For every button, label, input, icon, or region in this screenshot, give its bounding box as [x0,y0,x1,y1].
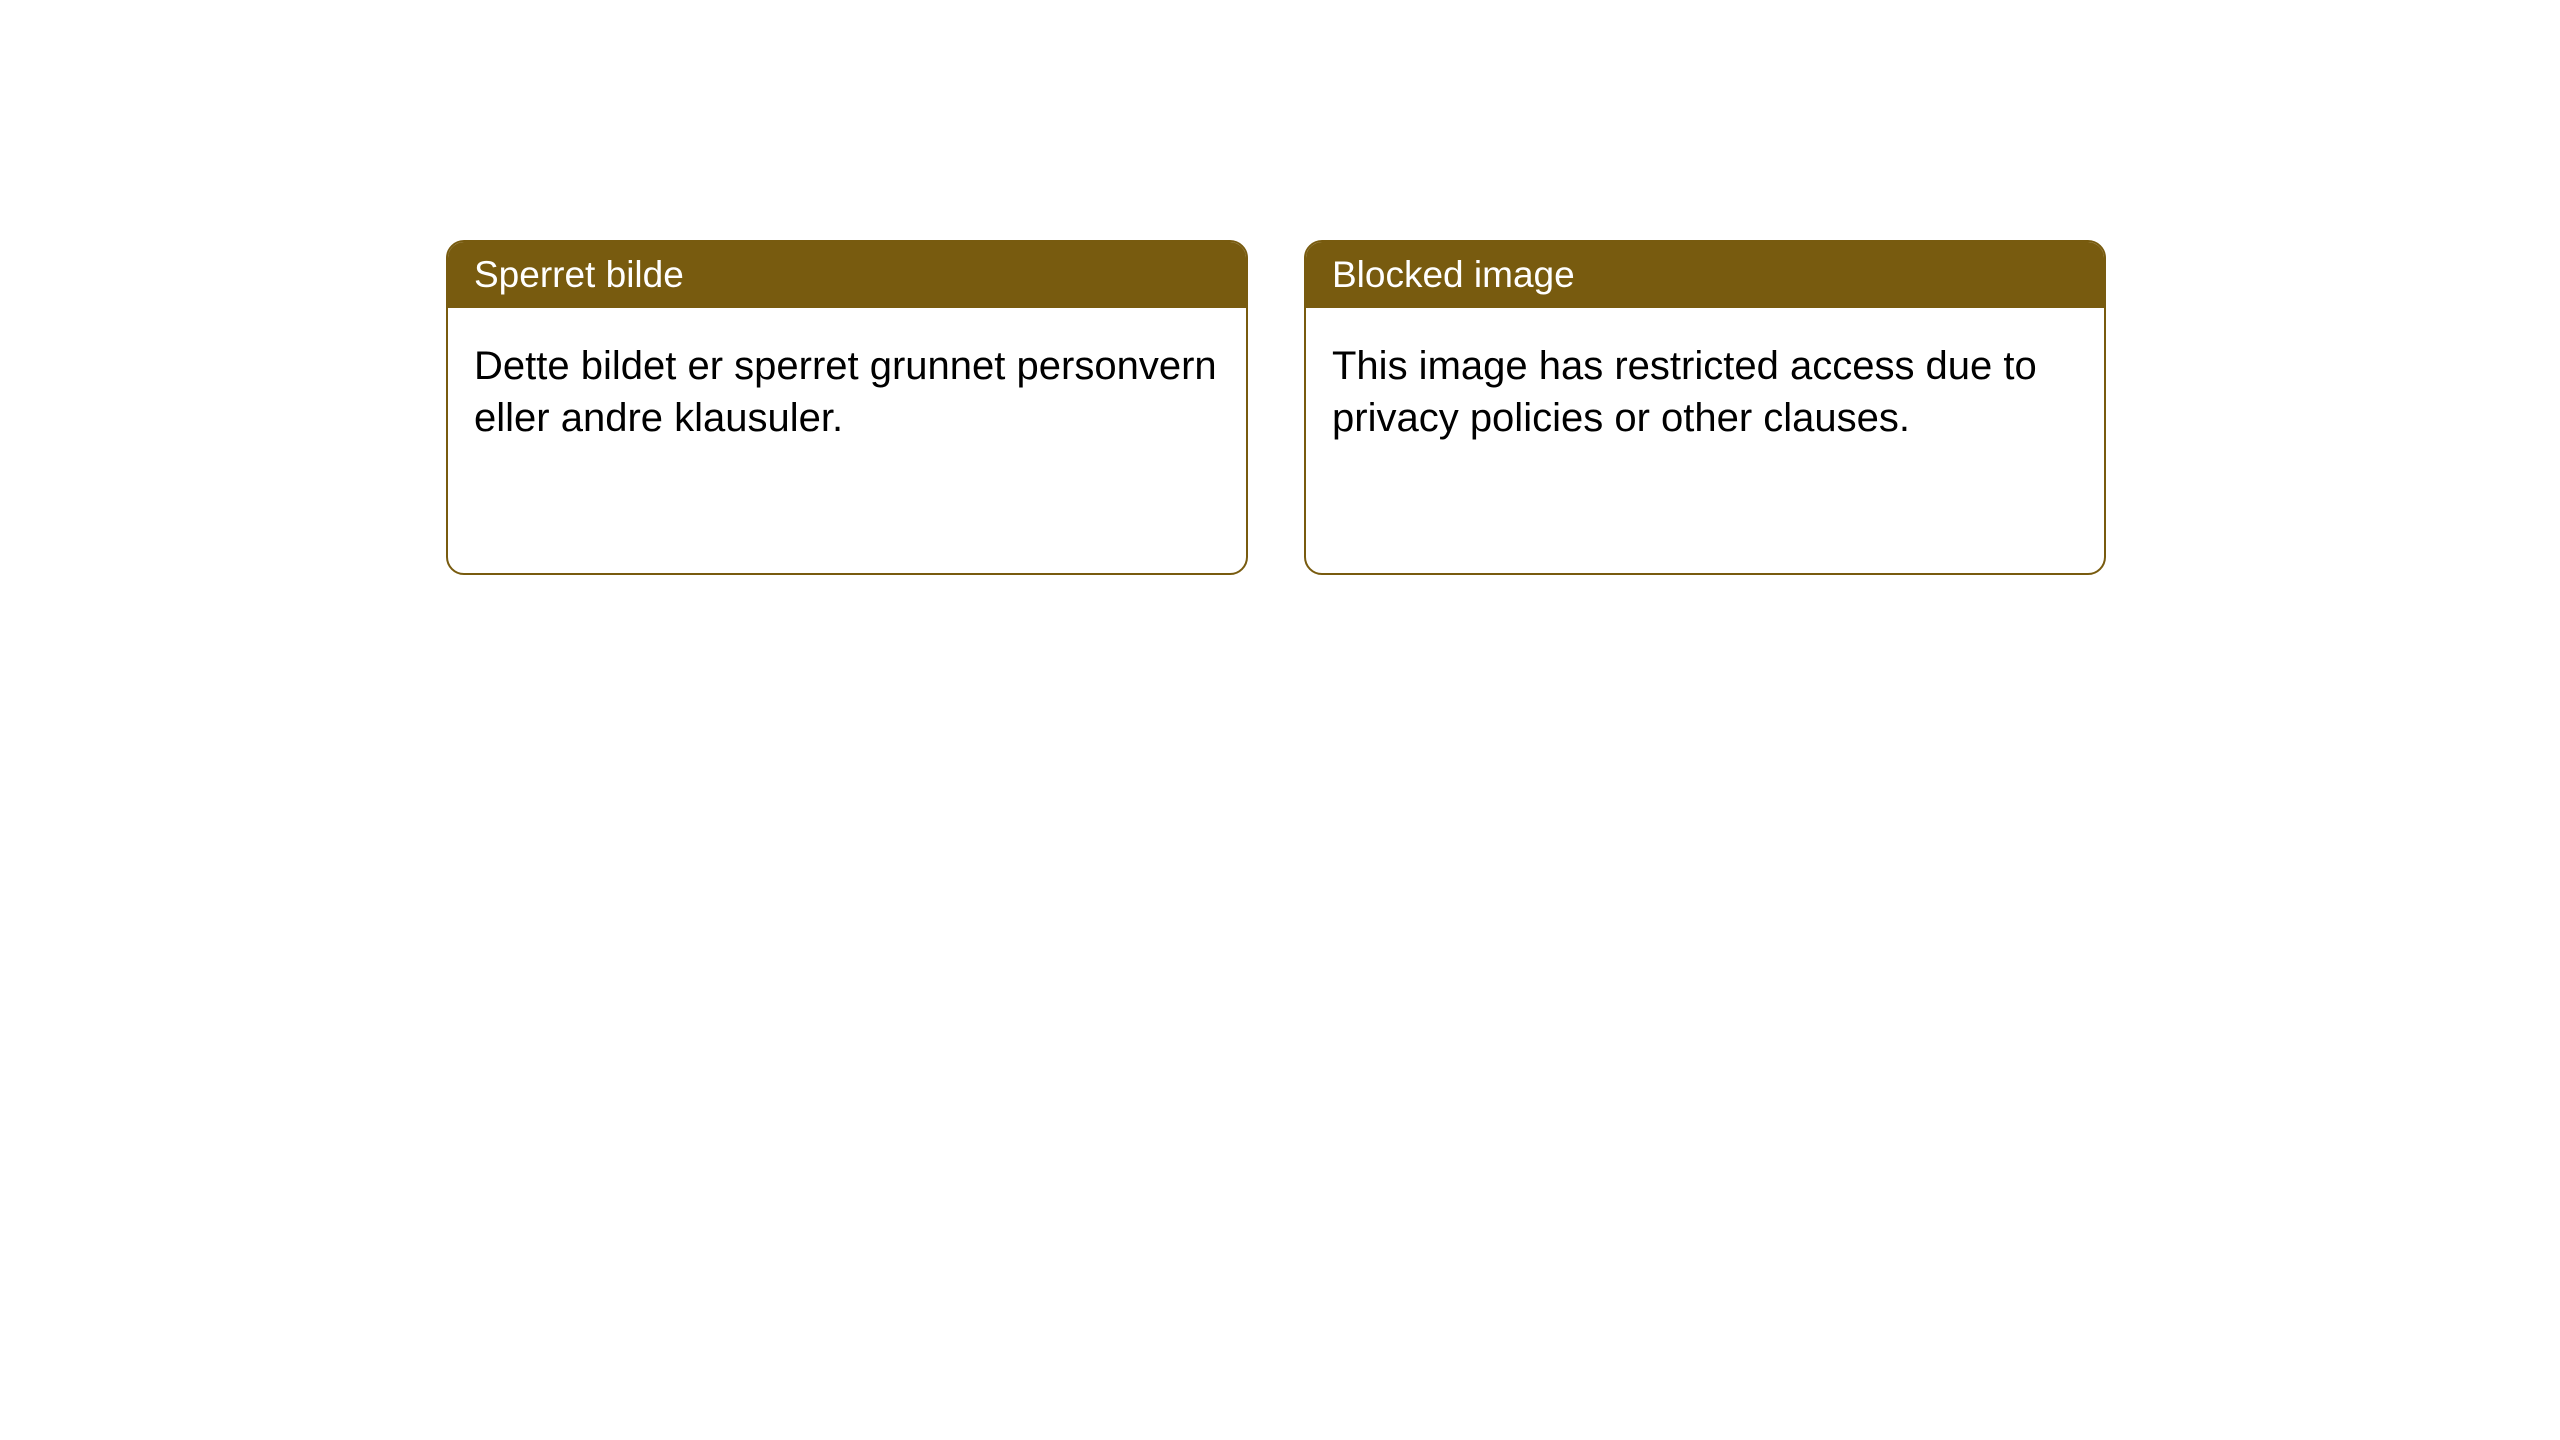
notice-header-norwegian: Sperret bilde [448,242,1246,308]
notice-card-english: Blocked image This image has restricted … [1304,240,2106,575]
notice-body-norwegian: Dette bildet er sperret grunnet personve… [448,308,1246,476]
notice-body-english: This image has restricted access due to … [1306,308,2104,476]
notice-header-english: Blocked image [1306,242,2104,308]
notice-container: Sperret bilde Dette bildet er sperret gr… [446,240,2106,575]
notice-card-norwegian: Sperret bilde Dette bildet er sperret gr… [446,240,1248,575]
